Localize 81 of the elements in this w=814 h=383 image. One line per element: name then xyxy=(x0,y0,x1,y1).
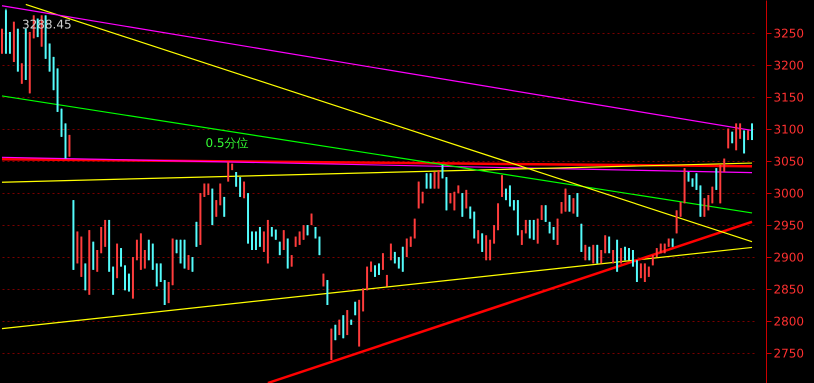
candlestick xyxy=(180,239,182,264)
candlestick xyxy=(552,226,555,240)
candlestick xyxy=(239,176,242,198)
candlestick xyxy=(727,128,730,149)
candlestick xyxy=(274,229,277,240)
candlestick xyxy=(342,314,344,339)
candlestick xyxy=(390,243,392,261)
candlestick xyxy=(695,172,698,190)
candlestick xyxy=(512,200,515,211)
candlestick xyxy=(477,230,480,244)
candlestick xyxy=(608,236,610,254)
candlestick xyxy=(366,266,368,291)
candlestick xyxy=(592,244,594,264)
candlestick xyxy=(203,183,206,198)
candlestick xyxy=(449,192,452,204)
candlestick xyxy=(434,172,436,190)
y-tick-label: 2800 xyxy=(774,314,804,328)
candlestick xyxy=(715,168,718,190)
candlestick xyxy=(652,254,654,266)
candlestick xyxy=(302,224,305,240)
candlestick xyxy=(568,194,570,212)
candlestick xyxy=(707,194,710,211)
y-tick-label: 3000 xyxy=(774,186,804,201)
candlestick xyxy=(223,196,226,218)
y-tick-label: 3150 xyxy=(774,90,804,105)
candlestick xyxy=(711,186,714,204)
candlestick xyxy=(128,273,130,292)
candlestick xyxy=(644,262,646,282)
candlestick xyxy=(322,273,324,287)
candlestick xyxy=(318,236,320,256)
candlestick xyxy=(298,230,301,246)
candlestick xyxy=(338,319,340,336)
candlestick xyxy=(144,250,146,270)
candlestick xyxy=(743,130,746,154)
candlestick xyxy=(703,198,706,218)
y-tick-label: 2950 xyxy=(774,218,804,233)
y-tick-label: 2900 xyxy=(774,250,804,265)
candlestick xyxy=(493,224,496,244)
candlestick xyxy=(243,181,246,199)
candlestick xyxy=(572,198,574,214)
candlestick xyxy=(278,241,281,256)
candlestick xyxy=(20,62,23,84)
candlestick xyxy=(414,218,416,239)
candlestick xyxy=(362,288,364,312)
candlestick xyxy=(215,200,218,218)
candlestick xyxy=(636,260,638,282)
candlestick xyxy=(576,192,578,218)
candlestick xyxy=(465,189,468,209)
candlestick xyxy=(648,266,650,278)
candlestick xyxy=(520,230,523,246)
y-tick-label: 2750 xyxy=(774,346,804,360)
candlestick xyxy=(481,232,484,252)
y-tick-label: 3200 xyxy=(774,58,804,73)
candlestick xyxy=(96,250,98,272)
candlestick xyxy=(620,248,622,264)
candlestick xyxy=(294,236,297,248)
candlestick xyxy=(540,204,543,220)
y-tick-label: 3050 xyxy=(774,154,804,169)
candlestick xyxy=(612,250,614,264)
candlestick xyxy=(306,224,309,236)
candlestick xyxy=(544,204,547,222)
candlestick xyxy=(262,230,265,252)
candlestick xyxy=(676,210,678,234)
candlestick xyxy=(632,250,634,268)
y-tick-label: 3250 xyxy=(774,26,804,41)
y-tick-label: 3100 xyxy=(774,122,804,137)
candlestick xyxy=(528,219,531,239)
candlestick xyxy=(600,250,602,264)
candlestick xyxy=(120,248,122,268)
annotation: 0.5分位 xyxy=(205,136,249,150)
y-tick-label: 2850 xyxy=(774,282,804,297)
candlestick xyxy=(441,164,444,179)
candlestick xyxy=(191,256,194,272)
candlestick xyxy=(680,202,682,218)
candlestick xyxy=(258,226,261,248)
candlestick xyxy=(235,172,238,188)
candlestick xyxy=(524,219,527,234)
candlestick xyxy=(382,252,384,270)
candlestick xyxy=(461,192,464,218)
candlestick xyxy=(160,262,162,282)
candlestick xyxy=(453,191,456,211)
